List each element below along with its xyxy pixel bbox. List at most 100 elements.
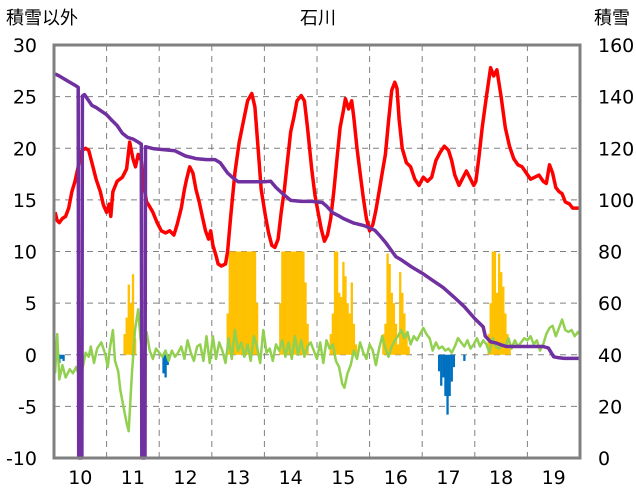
right-tick-label: 120 <box>598 138 634 160</box>
left-tick-label: -5 <box>18 396 37 418</box>
bar-series <box>58 251 511 415</box>
snowfall-bar <box>504 313 507 355</box>
right-tick-label: 0 <box>598 448 610 470</box>
snowfall-bar <box>497 253 501 355</box>
snow_depth-line <box>54 72 579 460</box>
snowfall-bar <box>255 303 259 355</box>
snowfall-bar <box>293 251 297 355</box>
x-axis-ticks: 10 11 12 13 14 15 16 17 18 19 <box>68 467 566 489</box>
snowfall-bar <box>247 251 250 355</box>
negative-bar <box>442 354 445 378</box>
x-tick-label: 14 <box>279 467 303 489</box>
snowfall-bar <box>346 303 349 355</box>
snowfall-bar <box>251 251 255 355</box>
left-tick-label: 25 <box>13 87 37 109</box>
snowfall-bar <box>300 251 303 355</box>
snowfall-bar <box>131 274 135 355</box>
snowfall-bar <box>279 303 282 355</box>
snowfall-bar <box>281 251 284 355</box>
snowfall-bar <box>396 344 400 355</box>
snowfall-bar <box>125 317 128 355</box>
snowfall-bar <box>304 282 307 355</box>
negative-bar <box>440 354 443 386</box>
left-tick-label: 30 <box>13 35 37 57</box>
left-tick-label: 5 <box>25 293 37 315</box>
negative-bar <box>437 354 441 372</box>
x-tick-label: 19 <box>542 467 566 489</box>
snowfall-bar <box>335 251 339 355</box>
right-tick-label: 100 <box>598 190 634 212</box>
snowfall-bar <box>500 272 503 355</box>
negative-bar <box>60 354 63 359</box>
snowfall-bar <box>234 251 238 355</box>
snowfall-bar <box>329 334 332 355</box>
snowfall-bar <box>331 313 335 355</box>
snowfall-bar <box>493 251 497 355</box>
snowfall-bar <box>405 334 408 355</box>
snowfall-bar <box>245 251 248 355</box>
snowfall-bar <box>285 251 288 355</box>
snowfall-bar <box>230 251 234 355</box>
snowfall-bar <box>399 272 402 355</box>
x-tick-label: 18 <box>489 467 513 489</box>
snowfall-bar <box>352 323 356 355</box>
negative-bar <box>162 354 165 374</box>
left-axis-title: 積雪以外 <box>6 8 78 29</box>
negative-bar <box>164 354 167 378</box>
snowfall-bar <box>495 292 499 355</box>
right-tick-label: 140 <box>598 87 634 109</box>
snowfall-bar <box>384 323 387 355</box>
temperature-line <box>53 65 579 268</box>
snowfall-bar <box>289 251 292 355</box>
x-tick-label: 10 <box>68 467 92 489</box>
left-tick-label: 15 <box>13 190 37 212</box>
snowfall-bar <box>333 251 337 355</box>
right-axis-ticks: 0 20 40 60 80 100 120 140 160 <box>598 35 634 470</box>
left-tick-label: 0 <box>25 345 37 367</box>
right-tick-label: 20 <box>598 396 622 418</box>
left-tick-label: 20 <box>13 138 37 160</box>
snowfall-bar <box>226 313 229 355</box>
line-series <box>53 65 581 460</box>
negative-bar <box>450 354 453 382</box>
snowfall-bar <box>340 296 343 355</box>
left-tick-label: 10 <box>13 242 37 264</box>
snowfall-bar <box>133 338 137 355</box>
snowfall-bar <box>129 303 133 355</box>
snowfall-bar <box>401 292 404 355</box>
snowfall-bar <box>123 334 126 355</box>
snowfall-bar <box>295 251 299 355</box>
snowfall-bar <box>502 286 505 355</box>
snowfall-bar <box>249 251 252 355</box>
snowfall-bar <box>344 276 347 355</box>
left-axis-ticks: -10 -5 0 5 10 15 20 25 30 <box>6 35 37 470</box>
snowfall-bar <box>390 292 393 355</box>
right-tick-label: 160 <box>598 35 634 57</box>
snowfall-bar <box>253 251 257 355</box>
snowfall-bar <box>228 251 231 355</box>
negative-bar <box>463 354 466 361</box>
x-tick-label: 13 <box>226 467 250 489</box>
negative-bar <box>448 354 451 397</box>
snowfall-bar <box>392 303 396 355</box>
grid <box>54 45 580 458</box>
x-tick-label: 16 <box>384 467 408 489</box>
snowfall-bar <box>291 251 295 355</box>
snowfall-bar <box>403 313 406 355</box>
snowfall-bar <box>342 261 345 355</box>
snowfall-bar <box>348 313 351 355</box>
snowfall-bar <box>306 323 309 355</box>
snowfall-bar <box>407 346 410 355</box>
negative-bar <box>446 354 449 415</box>
negative-bar <box>62 354 65 361</box>
right-tick-label: 80 <box>598 242 622 264</box>
snowfall-bar <box>243 251 246 355</box>
x-tick-label: 11 <box>121 467 145 489</box>
snowfall-bar <box>239 251 242 355</box>
snowfall-bar <box>506 334 509 355</box>
right-tick-label: 60 <box>598 293 622 315</box>
snowfall-bar <box>127 284 130 355</box>
snowfall-bar <box>508 348 511 355</box>
